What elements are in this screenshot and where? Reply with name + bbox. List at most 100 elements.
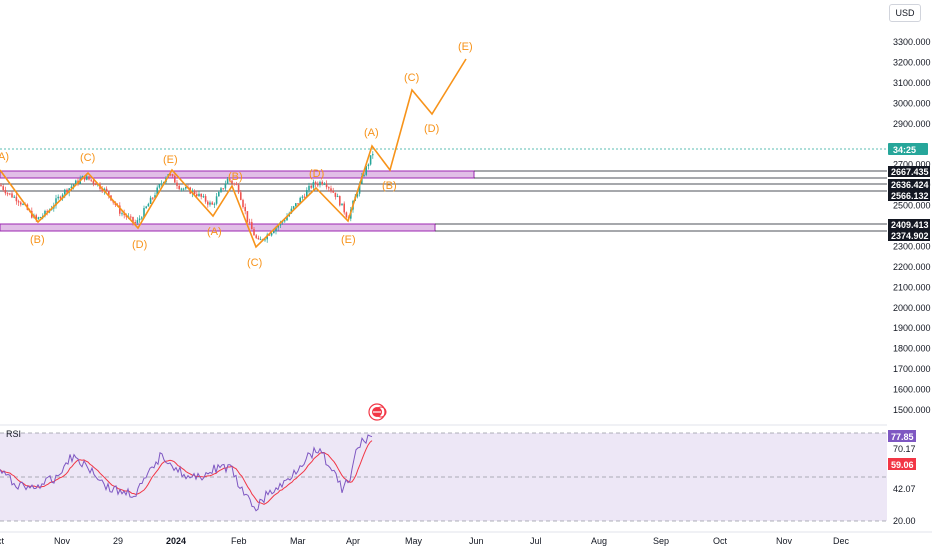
candle-body <box>339 196 341 206</box>
rsi-title[interactable]: RSI <box>6 429 21 439</box>
price-tick-label: 2300.000 <box>893 241 931 251</box>
candle-body <box>123 213 125 216</box>
candle-body <box>158 184 161 188</box>
time-label: Dec <box>833 536 850 546</box>
level-tag-2636: 2636.424 <box>891 180 929 190</box>
candle-body <box>136 220 139 224</box>
rsi-line[interactable] <box>0 434 373 512</box>
scroll-to-realtime-button[interactable] <box>368 403 387 421</box>
rsi-ma-line[interactable] <box>0 440 373 505</box>
candle-body <box>345 212 348 218</box>
wave-label: A) <box>0 151 9 163</box>
candle-body <box>222 188 224 190</box>
candle-body <box>64 189 66 195</box>
wave-label: (E) <box>458 41 473 53</box>
candle-body <box>132 216 134 223</box>
time-label: Apr <box>346 536 360 546</box>
wave-label: (C) <box>80 152 95 164</box>
price-tick-label: 1500.000 <box>893 405 931 415</box>
candle-body <box>308 185 310 191</box>
candle-body <box>130 216 132 218</box>
resistance-zone[interactable] <box>0 170 475 179</box>
candle-body <box>86 176 88 180</box>
candle-body <box>147 203 150 207</box>
price-tick-label: 3200.000 <box>893 57 931 67</box>
candle-body <box>22 204 24 206</box>
candle-body <box>35 215 37 220</box>
rsi-level-mid: 42.07 <box>893 484 916 494</box>
candle-body <box>259 239 262 241</box>
candle-body <box>356 193 359 197</box>
candle-body <box>226 178 229 185</box>
time-label: Mar <box>290 536 306 546</box>
candle-body <box>141 217 143 219</box>
candle-body <box>292 206 295 209</box>
time-axis[interactable]: ct Nov 29 2024 Feb Mar Apr May Jun Jul A… <box>0 536 850 546</box>
price-tick-label: 1900.000 <box>893 323 931 333</box>
candle-body <box>237 184 240 193</box>
price-tick-label: 3300.000 <box>893 37 931 47</box>
candle-body <box>306 190 308 197</box>
currency-selector[interactable]: USD <box>889 4 921 22</box>
candle-body <box>229 178 231 181</box>
candle-body <box>17 201 20 203</box>
candle-body <box>105 188 108 191</box>
candle-body <box>37 217 40 220</box>
candle-body <box>143 208 145 218</box>
candle-body <box>39 217 42 219</box>
candle-body <box>299 197 301 204</box>
candle-body <box>341 203 343 206</box>
candle-body <box>248 221 251 223</box>
candle-body <box>156 187 158 196</box>
candle-body <box>372 154 374 156</box>
candle-body <box>321 181 323 185</box>
candle-body <box>336 196 339 198</box>
wave-labels: A) (B) (C) (D) (E) (A) (B) (C) (D) (E) (… <box>0 41 473 269</box>
candle-body <box>246 211 249 222</box>
time-label-oct: ct <box>0 536 5 546</box>
wave-label: (D) <box>309 168 324 180</box>
candle-body <box>209 202 211 205</box>
candle-body <box>319 181 321 186</box>
candle-body <box>70 186 73 189</box>
price-tick-label: 1700.000 <box>893 364 931 374</box>
candle-body <box>83 176 86 180</box>
price-tick-label: 3000.000 <box>893 98 931 108</box>
support-zone[interactable] <box>0 223 436 232</box>
price-axis-ticks: 3300.000 3200.000 3100.000 3000.000 2900.000… <box>893 37 931 415</box>
candle-body <box>20 202 22 205</box>
time-label: May <box>405 536 423 546</box>
price-axis[interactable] <box>887 0 932 532</box>
candle-body <box>242 199 244 208</box>
candle-body <box>182 188 185 190</box>
candle-body <box>314 182 317 185</box>
candle-body <box>257 237 260 240</box>
elliott-wave-projection[interactable] <box>0 58 467 249</box>
candle-body <box>215 196 218 204</box>
time-label: Aug <box>591 536 607 546</box>
candle-body <box>284 220 286 222</box>
candle-body <box>369 155 372 165</box>
candle-body <box>145 206 147 209</box>
candle-body <box>108 190 110 196</box>
candle-body <box>290 208 293 214</box>
candle-body <box>328 187 330 189</box>
candle-body <box>180 188 183 190</box>
price-tick-label: 2100.000 <box>893 282 931 292</box>
candle-body <box>211 202 213 205</box>
candle-body <box>94 183 97 186</box>
wave-label: (A) <box>364 127 379 139</box>
candle-body <box>367 164 370 167</box>
candle-body <box>2 186 4 190</box>
candle-body <box>15 196 18 202</box>
time-label-year: 2024 <box>166 536 186 546</box>
wave-label: (B) <box>382 180 397 192</box>
candle-body <box>6 193 9 195</box>
main-chart-pane[interactable] <box>0 0 887 425</box>
candle-body <box>193 190 196 195</box>
candle-body <box>11 193 13 198</box>
wave-label: (C) <box>404 72 419 84</box>
level-tag-2374: 2374.902 <box>891 231 929 241</box>
candle-body <box>301 196 304 198</box>
